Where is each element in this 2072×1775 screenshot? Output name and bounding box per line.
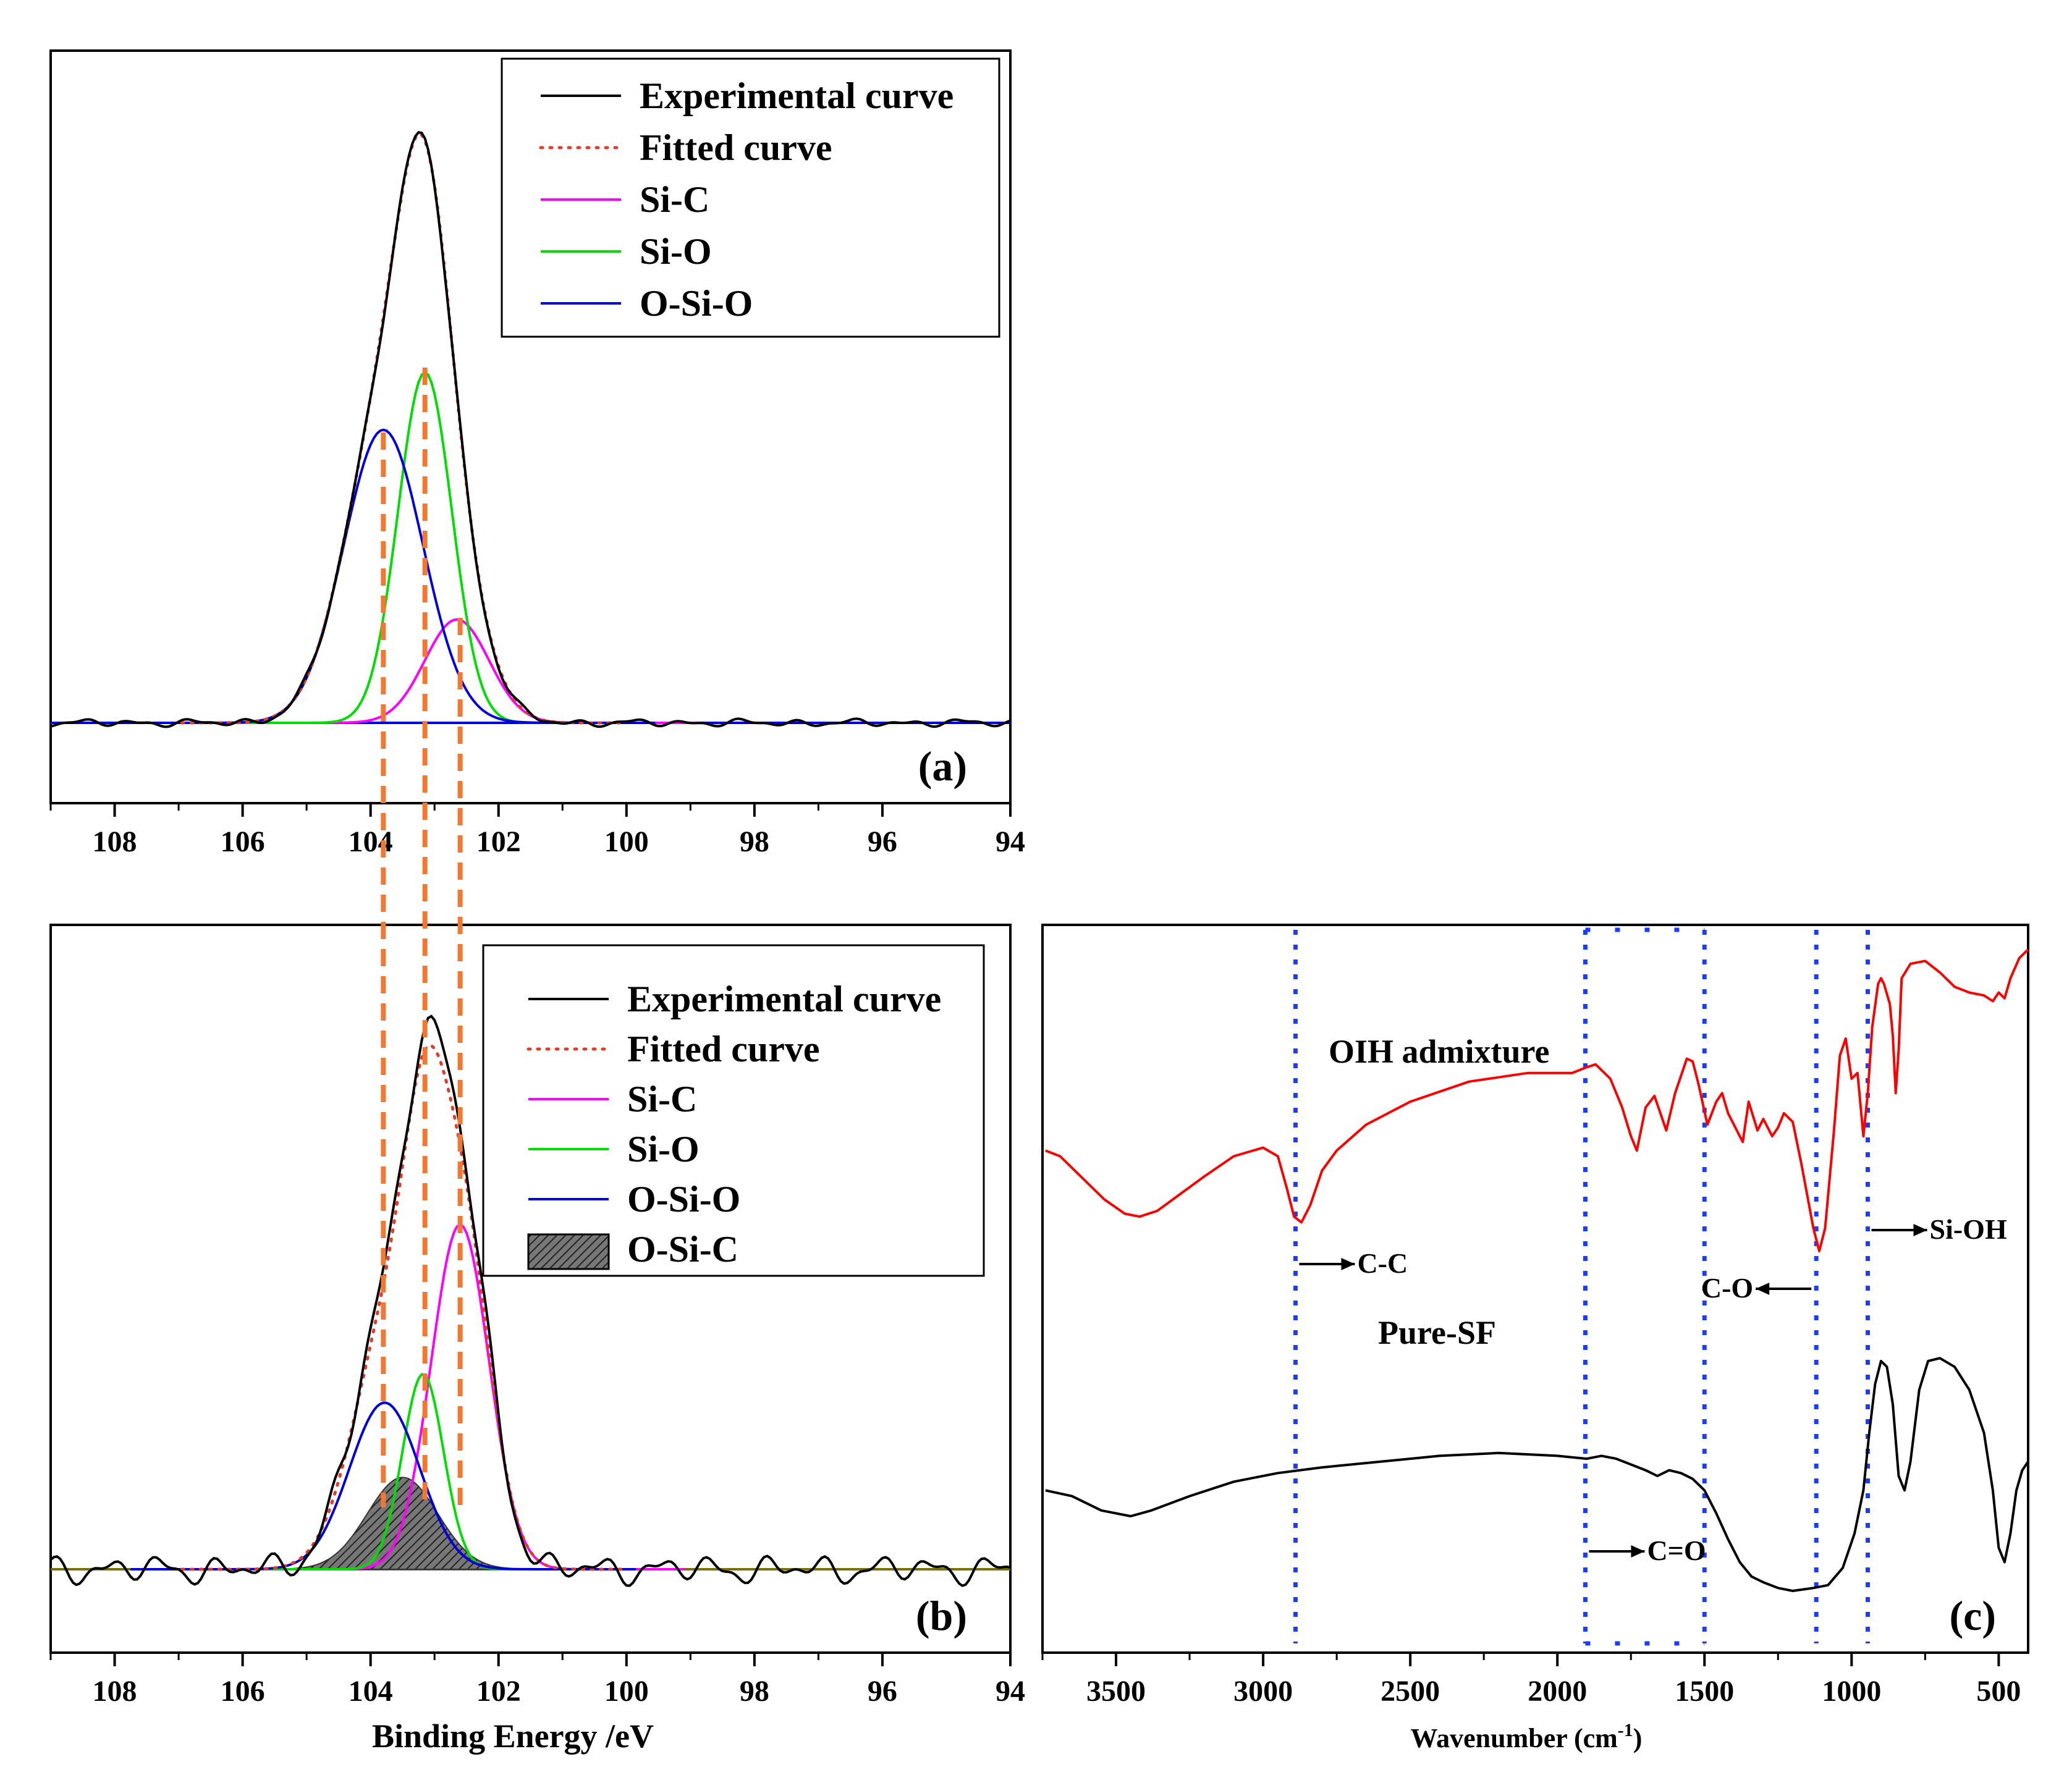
x-tick-label: 100	[604, 825, 649, 858]
annotation-label: C-O	[1701, 1272, 1753, 1304]
x-tick-label: 104	[349, 1675, 393, 1708]
xps-peak-guides	[381, 368, 463, 1507]
panel-c-x-axis-title-tail: )	[1633, 1723, 1643, 1753]
panel-a-legend: Experimental curve Fitted curve Si-C Si-O O-…	[501, 57, 1000, 338]
panel-c-x-axis-title-main: Wavenumber (cm	[1411, 1723, 1618, 1753]
panel-c-x-ticks: 3500 3000 2500 2000 1500 1000 500	[1041, 1653, 2021, 1708]
panel-b-label: (b)	[916, 1592, 967, 1639]
panel-b-frame	[49, 924, 1012, 1654]
experimental-curve	[49, 1014, 1011, 1587]
panel-b: 108 106 104 102 100 98 96 94 (b) Experimental c…	[49, 924, 1025, 1755]
panel-c-guides	[1293, 927, 1871, 1646]
panel-b-x-axis-title: Binding Energy /eV	[372, 1718, 654, 1755]
legend-swatch-o-si-c	[527, 1233, 610, 1270]
legend-entry: Si-C	[627, 1079, 697, 1119]
x-tick-label: 108	[93, 1675, 137, 1708]
oih-admixture-label: OIH admixture	[1329, 1033, 1550, 1070]
panel-a: 108 106 104 102 100 98 96 94 (a) Experimental c…	[49, 49, 1025, 858]
annotation-arrowhead	[1756, 1283, 1770, 1295]
x-tick-label: 96	[868, 1675, 897, 1708]
annotation-label: C-C	[1357, 1247, 1408, 1279]
fitted-curve	[180, 1043, 628, 1571]
legend-entry: O-Si-C	[627, 1229, 738, 1270]
legend-entry: O-Si-O	[627, 1179, 740, 1220]
experimental-curve	[50, 131, 1011, 728]
annotation-arrowhead	[1341, 1258, 1355, 1270]
legend-entry: Fitted curve	[627, 1029, 820, 1069]
x-tick-label: 102	[476, 1675, 521, 1708]
panel-c-curves	[1045, 948, 2029, 1592]
peak-o-si-o-curve	[130, 1401, 636, 1571]
panel-a-curves	[50, 131, 1011, 728]
panel-c-x-axis-title-sup: -1	[1618, 1720, 1633, 1740]
panel-a-label: (a)	[918, 743, 967, 790]
x-tick-label: 106	[221, 1675, 265, 1708]
panel-c-label: (c)	[1950, 1592, 1996, 1639]
x-tick-label: 108	[93, 825, 137, 858]
x-tick-label: 1000	[1822, 1675, 1881, 1708]
x-tick-label: 102	[476, 825, 521, 858]
pure-sf-spectrum	[1045, 1357, 2029, 1592]
panel-b-x-ticks: 108 106 104 102 100 98 96 94	[49, 1653, 1025, 1708]
panel-c-frame	[1041, 924, 2029, 1654]
x-tick-label: 2000	[1528, 1675, 1587, 1708]
legend-entry: Si-O	[627, 1129, 700, 1170]
x-tick-label: 98	[740, 1675, 769, 1708]
annotation-arrowhead	[1631, 1545, 1645, 1558]
panel-c: C-C C=O C-O Si-OH 3500 3000 2500 2000 1500 1000 5…	[1041, 924, 2029, 1753]
x-tick-label: 3000	[1233, 1675, 1293, 1708]
panel-c-annotations: C-C C=O C-O Si-OH	[1299, 1213, 2007, 1566]
oih-admixture-spectrum	[1045, 948, 2029, 1252]
panel-a-x-ticks: 108 106 104 102 100 98 96 94	[49, 803, 1025, 858]
x-tick-label: 2500	[1381, 1675, 1440, 1708]
legend-entry: Experimental curve	[640, 75, 954, 116]
x-tick-label: 1500	[1675, 1675, 1734, 1708]
x-tick-label: 98	[740, 825, 769, 858]
legend-entry: Experimental curve	[627, 979, 941, 1019]
x-tick-label: 500	[1976, 1675, 2021, 1708]
panel-b-legend: Experimental curve Fitted curve Si-C Si-O O-…	[482, 944, 985, 1277]
x-tick-label: 96	[868, 825, 897, 858]
x-tick-label: 106	[221, 825, 265, 858]
x-tick-label: 3500	[1086, 1675, 1146, 1708]
legend-entry: Si-O	[640, 231, 712, 272]
annotation-label: C=O	[1647, 1535, 1706, 1566]
legend-entry: O-Si-O	[640, 283, 753, 324]
panel-b-legend-box	[482, 944, 985, 1277]
legend-entry: Si-C	[640, 179, 709, 220]
panel-c-x-axis-title: Wavenumber (cm-1)	[1411, 1720, 1643, 1753]
panel-a-frame	[49, 49, 1012, 804]
x-tick-label: 104	[349, 825, 393, 858]
x-tick-label: 94	[996, 1675, 1025, 1708]
legend-entry: Fitted curve	[640, 127, 832, 168]
pure-sf-label: Pure-SF	[1378, 1314, 1496, 1351]
annotation-arrowhead	[1913, 1224, 1927, 1236]
x-tick-label: 94	[996, 825, 1025, 858]
x-tick-label: 100	[604, 1675, 649, 1708]
panel-a-legend-box	[501, 57, 1000, 338]
annotation-label: Si-OH	[1930, 1213, 2007, 1245]
